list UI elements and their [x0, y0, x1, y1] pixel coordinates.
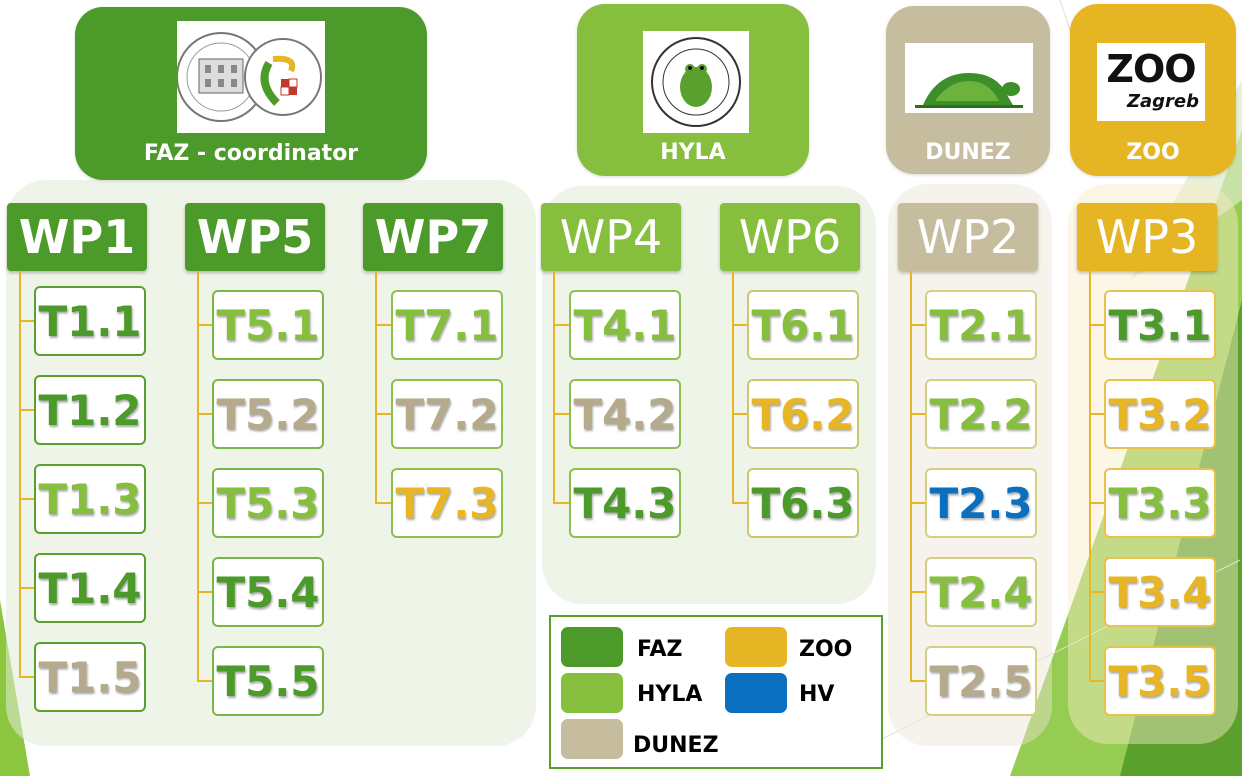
task-t1-2: T1.2 — [34, 375, 146, 445]
connector-line — [1089, 502, 1104, 504]
legend-swatch-hv — [725, 673, 787, 713]
connector-line — [1089, 413, 1104, 415]
partner-faz-header: FAZ - coordinator — [75, 7, 427, 180]
dunez-turtle-logo — [905, 43, 1033, 113]
partner-hyla-name: HYLA — [660, 140, 726, 165]
connector-line — [197, 413, 212, 415]
task-t5-3: T5.3 — [212, 468, 324, 538]
connector-line — [553, 324, 569, 326]
partner-faz-name: FAZ - coordinator — [143, 141, 359, 166]
task-t1-5: T1.5 — [34, 642, 146, 712]
task-t5-5: T5.5 — [212, 646, 324, 716]
connector-line — [910, 680, 925, 682]
connector-line — [197, 271, 199, 681]
workpackage-wp6: WP6 — [720, 203, 860, 271]
task-t5-1: T5.1 — [212, 290, 324, 360]
connector-line — [1089, 271, 1091, 681]
task-t7-3: T7.3 — [391, 468, 503, 538]
connector-line — [910, 271, 912, 681]
connector-line — [732, 324, 747, 326]
task-t1-4: T1.4 — [34, 553, 146, 623]
zoo-logo-subtext: Zagreb — [1126, 91, 1199, 112]
connector-line — [375, 413, 391, 415]
connector-line — [732, 271, 734, 503]
partner-dunez-name: DUNEZ — [925, 140, 1011, 165]
connector-line — [732, 502, 747, 504]
legend-swatch-dunez — [561, 719, 623, 759]
task-t7-2: T7.2 — [391, 379, 503, 449]
legend-swatch-hyla — [561, 673, 623, 713]
task-t4-1: T4.1 — [569, 290, 681, 360]
task-t3-3: T3.3 — [1104, 468, 1216, 538]
task-t1-3: T1.3 — [34, 464, 146, 534]
connector-line — [19, 676, 34, 678]
workpackage-wp7: WP7 — [363, 203, 503, 271]
task-t2-3: T2.3 — [925, 468, 1037, 538]
workpackage-wp1: WP1 — [7, 203, 147, 271]
workpackage-wp4: WP4 — [541, 203, 681, 271]
partner-hyla-header: HYLA — [577, 4, 809, 176]
task-t2-2: T2.2 — [925, 379, 1037, 449]
zoo-logo-text: ZOO — [1106, 47, 1196, 91]
legend-label-dunez: DUNEZ — [633, 733, 719, 758]
task-t4-2: T4.2 — [569, 379, 681, 449]
task-t5-2: T5.2 — [212, 379, 324, 449]
connector-line — [553, 502, 569, 504]
workpackage-wp2: WP2 — [898, 203, 1038, 271]
connector-line — [375, 324, 391, 326]
connector-line — [19, 271, 21, 677]
legend: FAZ ZOO HYLA HV DUNEZ — [549, 615, 883, 769]
workpackage-wp5: WP5 — [185, 203, 325, 271]
connector-line — [375, 502, 391, 504]
task-t2-5: T2.5 — [925, 646, 1037, 716]
partner-dunez-header: DUNEZ — [886, 6, 1050, 174]
hyla-frog-logo — [643, 31, 749, 133]
task-t2-1: T2.1 — [925, 290, 1037, 360]
partner-zoo-header: ZOO Zagreb ZOO — [1070, 4, 1236, 176]
partner-zoo-name: ZOO — [1126, 140, 1180, 165]
task-t5-4: T5.4 — [212, 557, 324, 627]
legend-label-faz: FAZ — [637, 637, 683, 662]
task-t3-1: T3.1 — [1104, 290, 1216, 360]
connector-line — [553, 413, 569, 415]
task-t6-1: T6.1 — [747, 290, 859, 360]
task-t6-2: T6.2 — [747, 379, 859, 449]
connector-line — [19, 409, 34, 411]
connector-line — [197, 324, 212, 326]
task-t4-3: T4.3 — [569, 468, 681, 538]
task-t3-5: T3.5 — [1104, 646, 1216, 716]
task-t1-1: T1.1 — [34, 286, 146, 356]
task-t3-4: T3.4 — [1104, 557, 1216, 627]
task-t7-1: T7.1 — [391, 290, 503, 360]
connector-line — [910, 591, 925, 593]
connector-line — [375, 271, 377, 503]
legend-swatch-zoo — [725, 627, 787, 667]
legend-label-hyla: HYLA — [637, 682, 703, 707]
connector-line — [910, 413, 925, 415]
connector-line — [910, 324, 925, 326]
workpackage-wp3: WP3 — [1077, 203, 1217, 271]
legend-swatch-faz — [561, 627, 623, 667]
connector-line — [910, 502, 925, 504]
connector-line — [553, 271, 555, 503]
legend-label-hv: HV — [799, 682, 835, 707]
connector-line — [19, 498, 34, 500]
connector-line — [19, 587, 34, 589]
connector-line — [197, 502, 212, 504]
connector-line — [1089, 680, 1104, 682]
connector-line — [732, 413, 747, 415]
legend-label-zoo: ZOO — [799, 637, 853, 662]
connector-line — [1089, 591, 1104, 593]
task-t3-2: T3.2 — [1104, 379, 1216, 449]
task-t2-4: T2.4 — [925, 557, 1037, 627]
connector-line — [1089, 324, 1104, 326]
faz-university-seal-logo — [177, 21, 325, 133]
connector-line — [197, 591, 212, 593]
connector-line — [197, 680, 212, 682]
connector-line — [19, 320, 34, 322]
zoo-zagreb-logo: ZOO Zagreb — [1097, 43, 1205, 121]
task-t6-3: T6.3 — [747, 468, 859, 538]
